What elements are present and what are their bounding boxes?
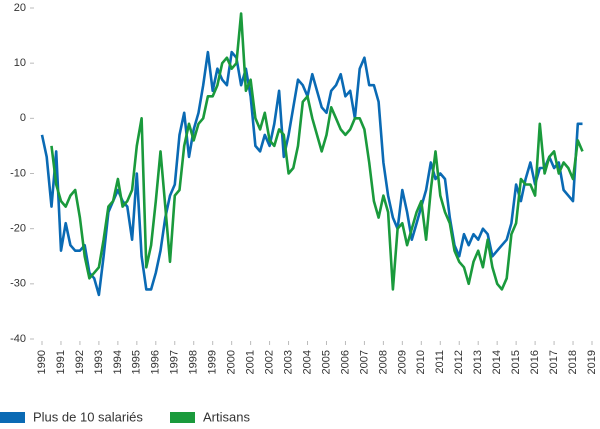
x-tick-label: 2007 — [358, 350, 370, 374]
x-tick-label: 1997 — [169, 350, 181, 374]
x-tick-label: 2011 — [434, 350, 446, 374]
x-tick-label: 2002 — [263, 350, 275, 374]
x-tick-label: 1995 — [131, 350, 143, 374]
x-tick-label: 2003 — [282, 350, 294, 374]
x-tick-label: 1991 — [55, 350, 67, 374]
x-tick-label: 2018 — [567, 350, 579, 374]
x-tick-label: 2009 — [396, 350, 408, 374]
x-tick-label: 2019 — [586, 350, 598, 374]
y-tick-label: 0 — [20, 112, 26, 124]
legend-swatch — [170, 412, 195, 423]
x-tick-label: 2012 — [453, 350, 465, 374]
x-tick-label: 1996 — [150, 350, 162, 374]
series-line — [40, 50, 583, 297]
x-tick-label: 2010 — [415, 350, 427, 374]
legend-label: Plus de 10 salariés — [33, 409, 143, 424]
y-tick-label: 20 — [14, 2, 26, 14]
x-tick-label: 2004 — [301, 350, 313, 374]
x-tick-label: 2000 — [226, 350, 238, 374]
x-tick-label: 1992 — [74, 350, 86, 374]
x-tick-label: 2008 — [377, 350, 389, 374]
series-line — [50, 12, 584, 291]
x-tick-label: 2016 — [529, 350, 541, 374]
y-tick-label: -40 — [10, 333, 26, 345]
legend-label: Artisans — [203, 409, 250, 424]
x-tick-label: 2005 — [320, 350, 332, 374]
x-tick-label: 1990 — [36, 350, 48, 374]
x-tick-label: 2017 — [548, 350, 560, 374]
x-tick-label: 1998 — [188, 350, 200, 374]
x-tick-label: 2006 — [339, 350, 351, 374]
x-tick-label: 2013 — [472, 350, 484, 374]
y-tick-label: -20 — [10, 223, 26, 235]
y-tick-label: 10 — [14, 57, 26, 69]
y-tick-label: -10 — [10, 167, 26, 179]
x-tick-label: 2014 — [491, 350, 503, 374]
y-tick-label: -30 — [10, 278, 26, 290]
x-tick-label: 2001 — [245, 350, 257, 374]
x-tick-label: 2015 — [510, 350, 522, 374]
x-tick-label: 1994 — [112, 350, 124, 374]
x-tick-label: 1999 — [207, 350, 219, 374]
x-tick-label: 1993 — [93, 350, 105, 374]
legend-swatch — [0, 412, 25, 423]
